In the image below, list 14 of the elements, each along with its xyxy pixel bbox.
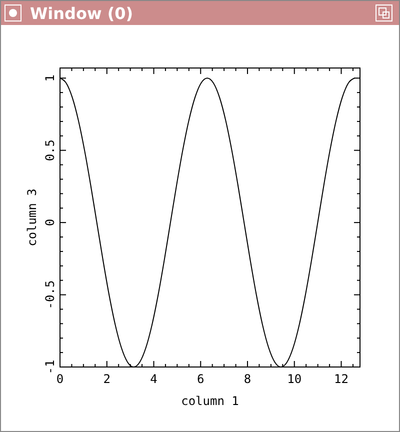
x-tick-label: 12 (334, 372, 348, 386)
chart-title: Window (0) (30, 4, 134, 23)
y-tick-label: 1 (43, 74, 57, 82)
x-axis-title: column 1 (181, 394, 239, 408)
x-tick-label: 6 (197, 372, 204, 386)
x-tick-label: 8 (244, 372, 252, 386)
y-tick-label: -1 (43, 360, 57, 374)
x-tick-label: 4 (150, 372, 158, 386)
x-tick-label: 2 (103, 372, 110, 386)
y-tick-label: 0.5 (43, 139, 57, 162)
y-tick-label: -0.5 (43, 280, 57, 310)
x-tick-label: 10 (287, 372, 302, 386)
y-axis-title: column 3 (25, 188, 39, 246)
y-tick-label: 0 (43, 218, 57, 226)
